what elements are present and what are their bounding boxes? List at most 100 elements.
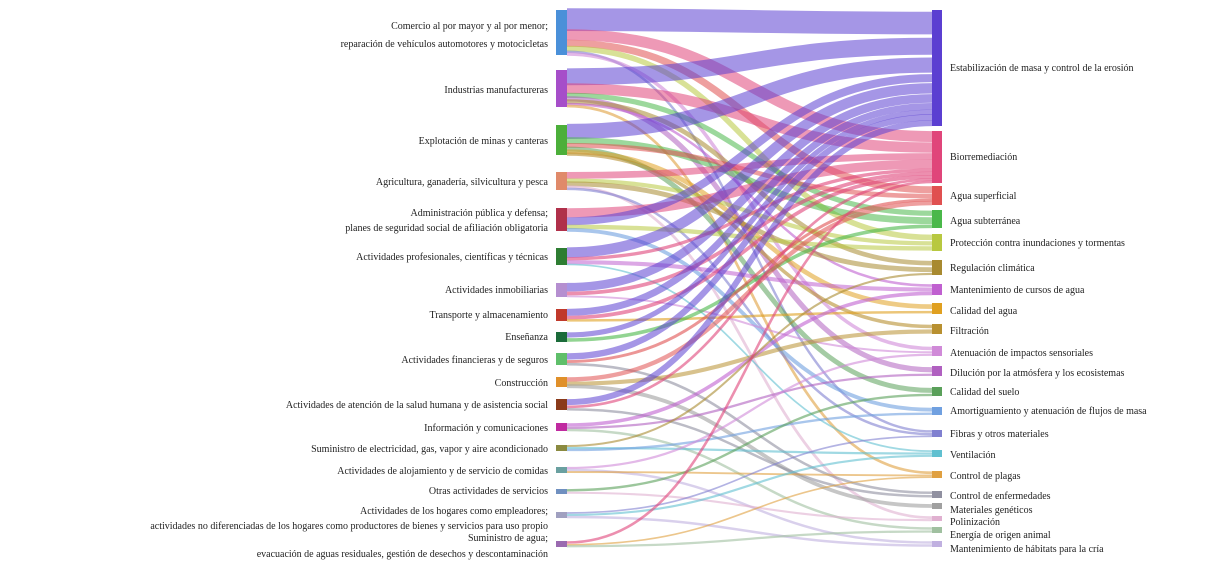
source-label: Actividades inmobiliarias xyxy=(445,285,548,296)
flow-link xyxy=(566,310,933,322)
flow-link xyxy=(566,178,933,409)
source-node xyxy=(556,172,567,190)
flow-link xyxy=(566,74,933,226)
flow-link xyxy=(566,8,933,35)
flow-link xyxy=(566,83,933,258)
source-label: Comercio al por mayor y al por menor; xyxy=(391,21,548,32)
source-label: Actividades de alojamiento y de servicio… xyxy=(337,466,548,477)
flow-link xyxy=(566,435,933,514)
target-label: Protección contra inundaciones y torment… xyxy=(950,238,1125,249)
flow-link xyxy=(566,530,933,548)
target-node xyxy=(932,210,942,228)
target-labels: Estabilización de masa y control de la e… xyxy=(950,63,1147,555)
target-label: Mantenimiento de cursos de agua xyxy=(950,285,1085,296)
source-node xyxy=(556,10,567,55)
target-node xyxy=(932,450,942,457)
source-node xyxy=(556,489,567,494)
source-node xyxy=(556,445,567,451)
target-label: Materiales genéticos xyxy=(950,505,1033,516)
source-label: Construcción xyxy=(495,378,548,389)
target-node xyxy=(932,234,942,251)
source-node xyxy=(556,332,567,342)
source-node xyxy=(556,377,567,387)
target-label: Energía de origen animal xyxy=(950,530,1051,541)
target-label: Ventilación xyxy=(950,450,996,461)
source-label: Agricultura, ganadería, silvicultura y p… xyxy=(376,177,549,188)
target-label: Agua superficial xyxy=(950,191,1017,202)
target-node xyxy=(932,471,942,478)
target-node xyxy=(932,346,942,356)
source-label: Actividades financieras y de seguros xyxy=(401,355,548,366)
target-label: Mantenimiento de hábitats para la cría xyxy=(950,544,1104,555)
source-node xyxy=(556,70,567,107)
target-node xyxy=(932,131,942,183)
target-nodes xyxy=(932,10,942,547)
target-label: Calidad del suelo xyxy=(950,387,1019,398)
source-label: Suministro de electricidad, gas, vapor y… xyxy=(311,444,548,455)
source-label: Actividades de atención de la salud huma… xyxy=(286,400,548,411)
source-label: Enseñanza xyxy=(505,332,548,343)
target-node xyxy=(932,541,942,547)
flow-link xyxy=(566,175,933,320)
source-node xyxy=(556,309,567,321)
source-label: Actividades profesionales, científicas y… xyxy=(356,252,548,263)
source-node xyxy=(556,208,567,231)
source-node xyxy=(556,399,567,410)
source-label: Actividades de los hogares como empleado… xyxy=(360,506,548,517)
target-node xyxy=(932,303,942,314)
source-label: Explotación de minas y canteras xyxy=(419,136,549,147)
target-label: Control de plagas xyxy=(950,471,1021,482)
flow-link xyxy=(566,114,933,360)
source-node xyxy=(556,283,567,297)
target-label: Filtración xyxy=(950,326,989,337)
source-label: evacuación de aguas residuales, gestión … xyxy=(257,549,548,560)
target-label: Regulación climática xyxy=(950,263,1035,274)
source-label: actividades no diferenciadas de los hoga… xyxy=(150,521,548,532)
target-label: Dilución por la atmósfera y los ecosiste… xyxy=(950,368,1125,379)
source-label: Transporte y almacenamiento xyxy=(430,310,549,321)
target-node xyxy=(932,186,942,205)
source-node xyxy=(556,423,567,431)
target-label: Calidad del agua xyxy=(950,306,1018,317)
target-node xyxy=(932,527,942,533)
target-label: Biorremediación xyxy=(950,152,1017,163)
flow-link xyxy=(566,120,933,406)
flow-link xyxy=(566,393,933,492)
source-node xyxy=(556,541,567,547)
flow-link xyxy=(566,491,933,522)
flow-link xyxy=(566,137,933,225)
source-node xyxy=(556,125,567,155)
source-label: Administración pública y defensa; xyxy=(411,208,549,219)
target-label: Atenuación de impactos sensoriales xyxy=(950,348,1093,359)
source-node xyxy=(556,512,567,518)
flow-link xyxy=(566,384,933,508)
flow-link xyxy=(566,412,933,452)
flow-link xyxy=(566,428,933,530)
target-node xyxy=(932,387,942,396)
flow-link xyxy=(566,515,933,547)
source-label: Suministro de agua; xyxy=(468,533,548,544)
target-node xyxy=(932,10,942,126)
source-label: planes de seguridad social de afiliación… xyxy=(345,223,548,234)
target-node xyxy=(932,491,942,498)
source-nodes xyxy=(556,10,567,547)
source-label: reparación de vehículos automotores y mo… xyxy=(341,39,549,50)
flow-link xyxy=(566,187,933,436)
flow-link xyxy=(566,109,933,338)
flow-link xyxy=(566,57,933,139)
target-node xyxy=(932,503,942,509)
source-label: Industrias manufactureras xyxy=(444,85,548,96)
target-node xyxy=(932,516,942,521)
target-label: Control de enfermedades xyxy=(950,491,1051,502)
flow-link xyxy=(566,407,933,498)
source-label: Otras actividades de servicios xyxy=(429,486,548,497)
source-label: Información y comunicaciones xyxy=(424,423,548,434)
flow-link xyxy=(566,180,933,544)
flow-link xyxy=(566,83,933,153)
flow-link xyxy=(566,94,933,292)
target-node xyxy=(932,407,942,415)
source-node xyxy=(556,248,567,265)
target-node xyxy=(932,324,942,334)
flow-link xyxy=(566,102,933,316)
flow-link xyxy=(566,454,933,517)
